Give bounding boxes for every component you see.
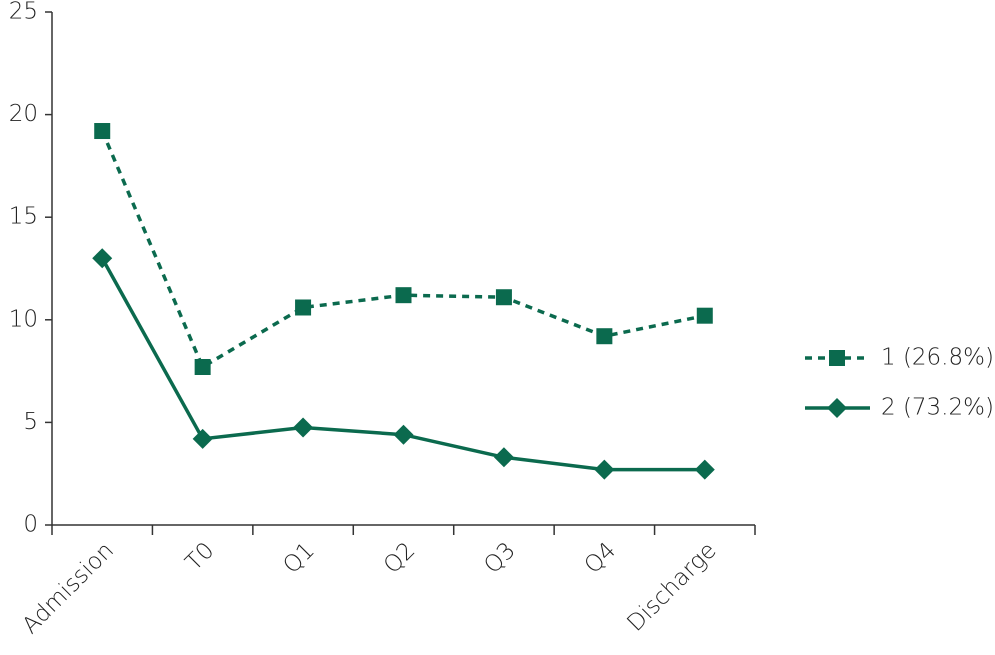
x-tick-label: Discharge (622, 537, 721, 636)
marker (696, 307, 713, 324)
y-tick-label: 0 (23, 512, 38, 538)
marker (493, 447, 514, 468)
marker (495, 289, 512, 306)
series-line (100, 130, 706, 370)
marker (293, 417, 314, 438)
x-tick-label: Q4 (580, 537, 622, 579)
marker (395, 287, 412, 304)
marker (92, 248, 113, 269)
y-tick-label: 10 (9, 306, 38, 332)
x-tick-label: Admission (17, 537, 119, 639)
marker (694, 459, 715, 480)
x-tick-label: Q3 (479, 537, 521, 579)
y-tick-label: 20 (9, 101, 38, 127)
legend-label: 1 (26.8%) (881, 345, 994, 371)
y-tick-label: 5 (23, 409, 38, 435)
y-tick-label: 25 (9, 0, 38, 25)
x-tick-label: T0 (181, 537, 220, 576)
marker (596, 328, 613, 345)
marker (194, 358, 211, 375)
marker (594, 459, 615, 480)
marker (94, 123, 111, 140)
x-tick-label: Q1 (278, 537, 320, 579)
marker (393, 424, 414, 445)
y-tick-label: 15 (9, 204, 38, 230)
legend-marker (829, 350, 845, 366)
x-tick-label: Q2 (379, 537, 421, 579)
legend-marker (827, 398, 847, 418)
marker (192, 428, 213, 449)
marker (295, 299, 312, 316)
legend-label: 2 (73.2%) (881, 395, 994, 421)
